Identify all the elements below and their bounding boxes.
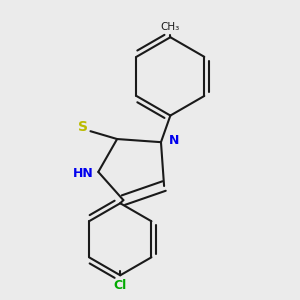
Text: HN: HN bbox=[73, 167, 94, 180]
Text: N: N bbox=[169, 134, 179, 147]
Text: S: S bbox=[78, 119, 88, 134]
Text: Cl: Cl bbox=[114, 279, 127, 292]
Text: CH₃: CH₃ bbox=[161, 22, 180, 32]
